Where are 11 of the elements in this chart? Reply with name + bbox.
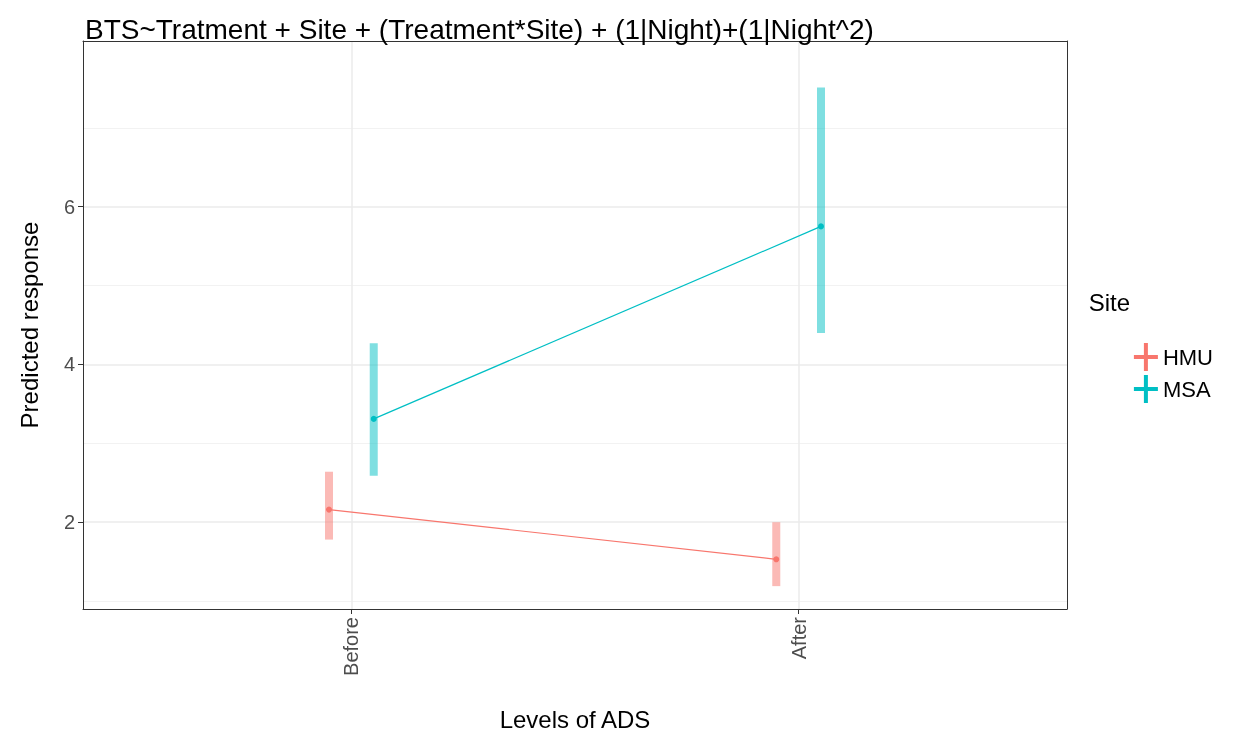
chart-title: BTS~Tratment + Site + (Treatment*Site) + (1|Night)+(1|Night^2) xyxy=(85,13,874,45)
y-tick-label: 4 xyxy=(63,353,75,376)
x-axis-title: Levels of ADS xyxy=(499,705,651,733)
y-tick-label: 2 xyxy=(63,511,75,534)
y-tick-label: 6 xyxy=(63,195,75,218)
legend-label: MSA xyxy=(1162,376,1211,402)
legend-title: Site xyxy=(1088,288,1130,316)
x-tick-label: After xyxy=(787,616,810,660)
legend-label: HMU xyxy=(1162,344,1214,370)
x-tick-label: Before xyxy=(340,617,363,676)
y-axis-title: Predicted response xyxy=(15,221,43,429)
